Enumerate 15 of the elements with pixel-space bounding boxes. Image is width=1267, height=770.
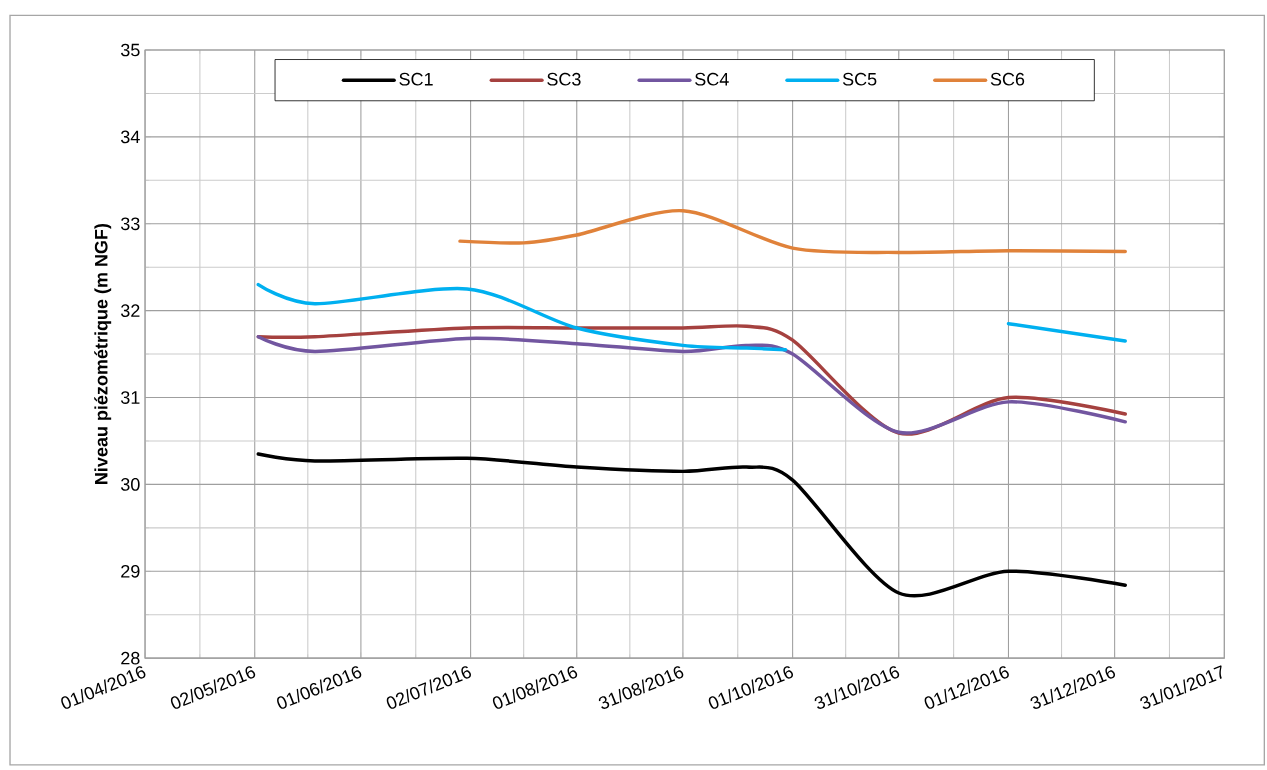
y-tick-label: 34 [121,130,140,144]
y-tick-label: 30 [121,477,140,491]
line-series [458,208,1127,255]
y-axis-title: Niveau piézométrique (m NGF) [94,223,112,484]
y-tick-label: 29 [121,564,140,578]
y-tick-label: 31 [121,391,140,404]
y-tick-label: 32 [121,304,140,317]
legend-label: SC1 [399,72,433,86]
legend-label: SC3 [547,72,581,86]
legend-label: SC4 [695,72,729,86]
y-tick-label: 33 [121,217,140,231]
y-tick-label: 28 [121,651,140,665]
legend-label: SC5 [842,72,877,86]
y-tick-label: 35 [121,43,140,57]
legend-label: SC6 [990,72,1025,86]
